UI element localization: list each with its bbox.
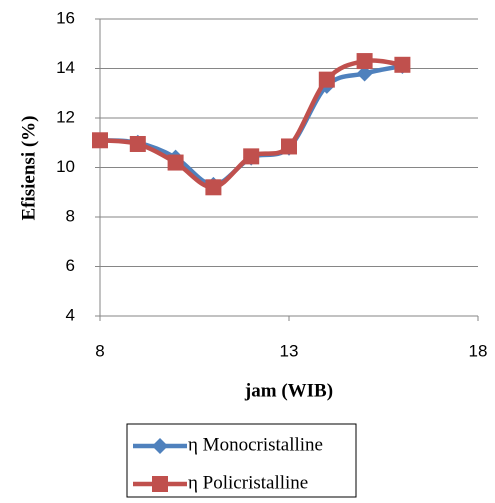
y-axis-title: Efisiensi (%) bbox=[18, 115, 39, 220]
y-tick-label: 6 bbox=[66, 256, 75, 275]
marker bbox=[356, 53, 373, 70]
series-line bbox=[99, 58, 403, 190]
marker bbox=[205, 179, 222, 196]
marker bbox=[167, 154, 184, 171]
y-tick-label: 10 bbox=[56, 157, 75, 176]
legend-label: η Policristalline bbox=[188, 472, 308, 493]
marker bbox=[92, 132, 108, 149]
marker bbox=[281, 138, 297, 155]
legend-label: η Monocristalline bbox=[188, 434, 323, 455]
legend-marker bbox=[152, 476, 168, 492]
marker bbox=[318, 71, 335, 88]
y-tick-label: 16 bbox=[56, 8, 75, 27]
y-tick-label: 8 bbox=[66, 206, 75, 225]
y-tick-label: 4 bbox=[66, 305, 75, 324]
marker bbox=[356, 65, 373, 82]
x-axis-title: jam (WIB) bbox=[244, 380, 333, 401]
y-tick-label: 12 bbox=[56, 107, 75, 126]
marker bbox=[243, 148, 260, 165]
legend-marker bbox=[152, 438, 168, 454]
x-tick-label: 18 bbox=[469, 341, 488, 360]
marker bbox=[129, 135, 146, 152]
marker bbox=[394, 56, 411, 73]
x-tick-label: 13 bbox=[280, 341, 299, 360]
y-tick-label: 14 bbox=[56, 58, 75, 77]
x-tick-label: 8 bbox=[95, 341, 104, 360]
